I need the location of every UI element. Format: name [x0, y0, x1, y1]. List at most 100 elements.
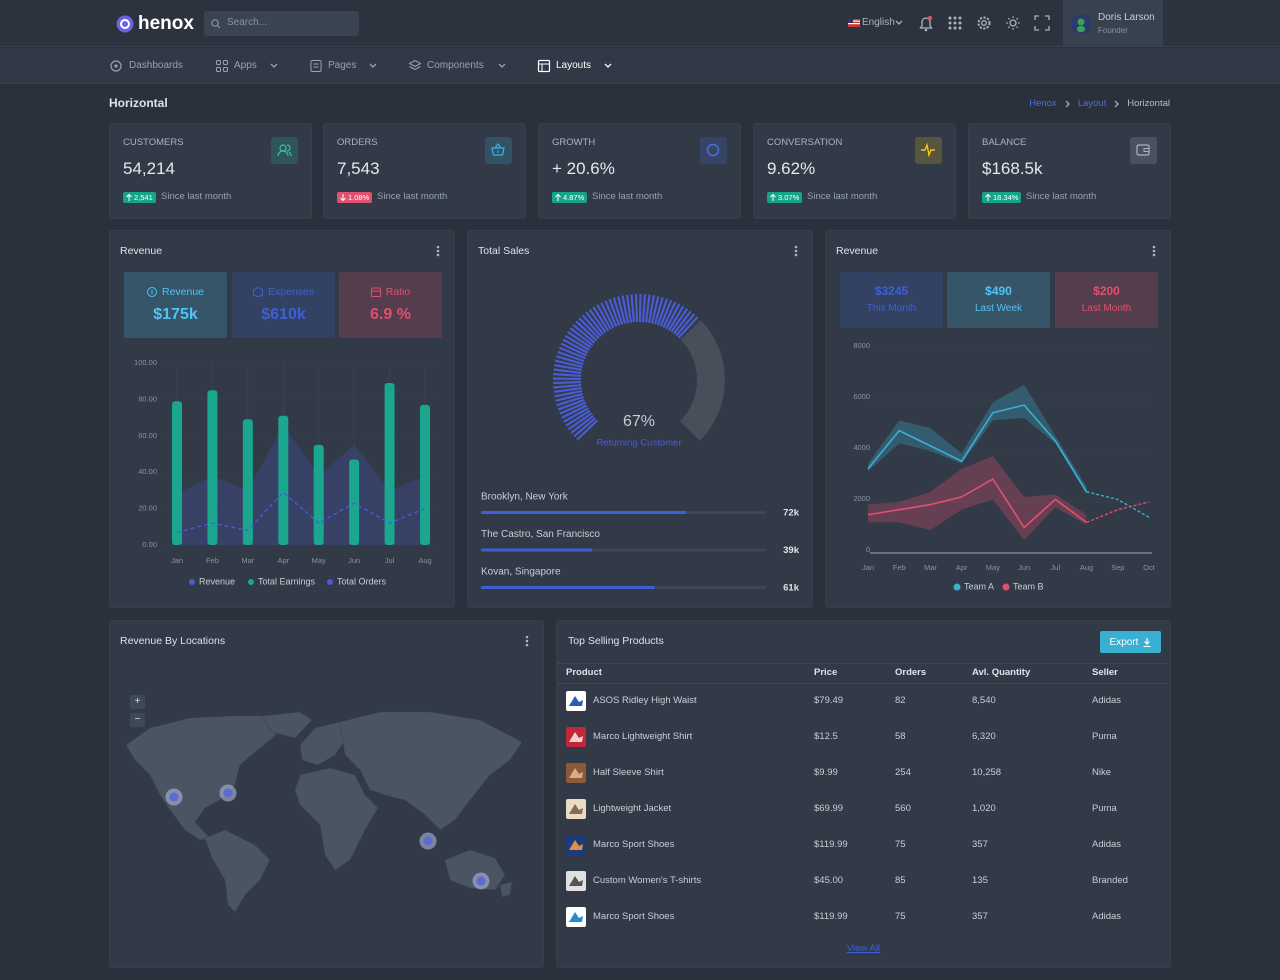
summary-icon-part	[370, 287, 381, 297]
x-tick-label: Aug	[418, 556, 431, 565]
gauge-segment	[557, 350, 585, 363]
logo-icon-part	[120, 19, 130, 29]
summary-icon-part	[252, 287, 263, 297]
table-cell: 357	[972, 911, 988, 922]
location-marker[interactable]	[423, 836, 433, 846]
nav-item[interactable]: Dashboards	[129, 60, 183, 71]
table-cell: Adidas	[1092, 911, 1122, 922]
more-menu[interactable]	[1152, 245, 1156, 257]
nav-item[interactable]: Components	[427, 60, 484, 71]
breadcrumb-separator	[1065, 100, 1070, 107]
stat-icon	[491, 143, 505, 156]
stat-card: CUSTOMERS 54,214 2,541 Since last month	[109, 123, 312, 219]
location-marker[interactable]	[169, 792, 179, 802]
top-products-card: Top Selling Products Export Product Price Or…	[556, 620, 1171, 968]
map	[125, 711, 523, 913]
change-badge: 2,541	[123, 192, 156, 203]
settings-gear-part	[981, 20, 987, 26]
more-menu[interactable]	[436, 245, 440, 257]
gauge-segment	[647, 295, 656, 324]
more-menu-part	[436, 249, 440, 253]
stat-note: Since last month	[807, 191, 878, 202]
land-region	[204, 829, 271, 913]
notification-bell-part	[927, 15, 933, 21]
nav-icon[interactable]	[110, 60, 122, 72]
bar	[420, 404, 430, 545]
apps-grid[interactable]	[948, 16, 962, 31]
nav-item[interactable]: Pages	[328, 60, 357, 71]
language-selector[interactable]: English	[862, 17, 895, 28]
legend-label: Total Orders	[337, 576, 387, 586]
stat-label: GROWTH	[552, 137, 596, 148]
legend-label: Revenue	[199, 576, 235, 586]
more-menu-part	[794, 249, 798, 253]
summary-label-row: Revenue	[124, 286, 227, 298]
x-tick-label: Sep	[1111, 563, 1124, 572]
location-marker[interactable]	[223, 788, 233, 798]
stat-note: Since last month	[161, 191, 232, 202]
stat-icon	[1136, 144, 1150, 156]
theme-toggle[interactable]	[1006, 16, 1020, 31]
team-revenue-card: Revenue $3245 This Month $490 Last Week $200 L…	[825, 230, 1171, 608]
summary-label: This Month	[866, 303, 917, 314]
stat-value: 7,543	[337, 159, 380, 178]
gauge-segment	[556, 395, 584, 407]
notification-bell-part	[924, 28, 928, 32]
stat-icon-part	[1143, 148, 1150, 152]
nav-icon[interactable]	[310, 60, 322, 72]
location-name: Kovan, Singapore	[481, 567, 561, 578]
export-button[interactable]: Export	[1100, 631, 1161, 653]
table-cell: Half Sleeve Shirt	[593, 767, 664, 778]
y-tick-label: 20.00	[138, 504, 157, 513]
stat-value: + 20.6%	[552, 159, 615, 178]
gauge-segment	[650, 295, 660, 324]
nav-icon[interactable]	[216, 60, 228, 72]
fullscreen-toggle[interactable]	[1034, 15, 1050, 31]
view-all-link[interactable]: View All	[846, 943, 881, 954]
product-thumbnail-part	[569, 804, 583, 814]
summary-value: $3245	[874, 284, 909, 298]
search-box[interactable]	[204, 11, 359, 36]
table-cell: 75	[895, 911, 906, 922]
gauge-segment	[585, 311, 605, 335]
stat-card: BALANCE $168.5k 18.34% Since last month	[968, 123, 1171, 219]
nav-item[interactable]: Layouts	[556, 60, 592, 71]
more-menu[interactable]	[525, 635, 529, 647]
nav-icon[interactable]	[408, 59, 422, 72]
nav-icon-part	[110, 60, 122, 72]
table-cell: $9.99	[814, 767, 838, 778]
zoom-in[interactable]: +	[130, 695, 145, 709]
location-name: The Castro, San Francisco	[481, 529, 600, 540]
location-value: 72k	[783, 508, 800, 519]
table-cell: 135	[972, 875, 988, 886]
notification-bell[interactable]	[919, 15, 933, 32]
nav-item[interactable]: Apps	[234, 60, 257, 71]
nav-icon[interactable]	[537, 59, 551, 73]
land-region	[339, 711, 523, 831]
card-title: Revenue By Locations	[120, 635, 226, 647]
team-chart: 0 2000 4000 6000 8000 Jan Feb Mar Apr May Jun Jul Au…	[853, 341, 1155, 591]
revenue-chart: 0.00 20.00 40.00 60.00 80.00 100.00 Jan Feb Mar A…	[134, 358, 440, 586]
x-tick-label: Jun	[1018, 563, 1030, 572]
gauge-segment	[573, 417, 596, 438]
gauge-segment	[608, 298, 621, 326]
location-name: Brooklyn, New York	[481, 492, 569, 503]
breadcrumb-item[interactable]: Henox	[1029, 98, 1057, 109]
stat-icon-part	[706, 143, 720, 157]
product-thumbnail-part	[569, 696, 583, 706]
apps-grid-part	[953, 21, 957, 25]
fullscreen-toggle-part	[1045, 26, 1050, 31]
breadcrumb-item[interactable]: Layout	[1077, 98, 1107, 109]
stat-icon	[921, 142, 935, 158]
column-header: Seller	[1092, 667, 1118, 678]
table-cell: Nike	[1092, 767, 1112, 778]
fullscreen-toggle-part	[1034, 26, 1039, 31]
table-cell: Branded	[1092, 875, 1128, 886]
more-menu[interactable]	[794, 245, 798, 257]
user-role: Founder	[1098, 26, 1128, 35]
product-thumbnail-part	[569, 732, 583, 742]
settings-gear[interactable]	[977, 16, 991, 31]
location-marker[interactable]	[476, 876, 486, 886]
y-tick-label: 2000	[853, 494, 870, 503]
zoom-out[interactable]: −	[130, 713, 145, 727]
